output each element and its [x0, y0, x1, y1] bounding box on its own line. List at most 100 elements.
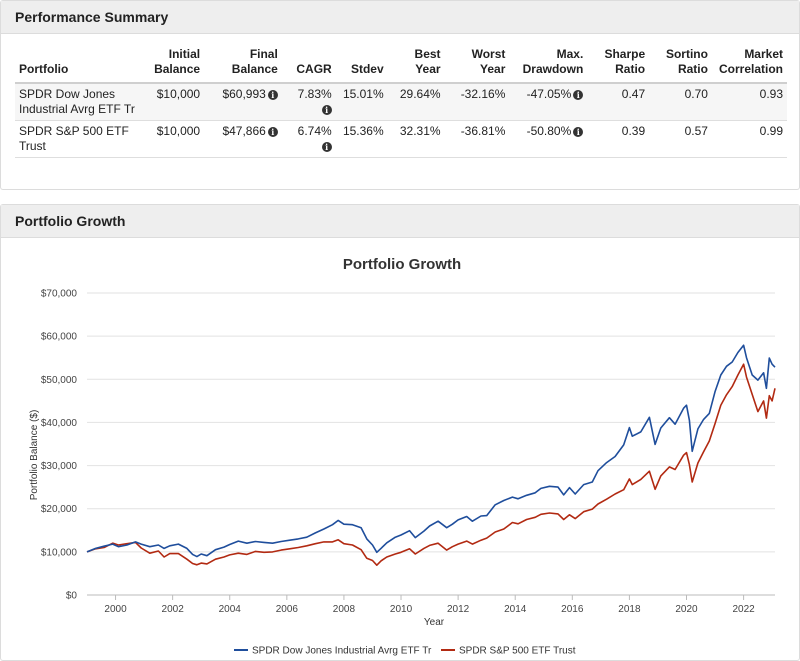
y-tick-label: $40,000: [41, 418, 78, 429]
performance-summary-title: Performance Summary: [15, 9, 169, 25]
legend-label: SPDR Dow Jones Industrial Avrg ETF Tr: [252, 646, 432, 657]
cell-max-drawdown: -50.80% i: [509, 121, 587, 158]
column-header-line: Best: [414, 47, 441, 61]
column-header-line: CAGR: [296, 62, 332, 76]
column-header-line: Ratio: [615, 62, 646, 76]
cell-value: 15.01%: [342, 87, 384, 101]
cell-sortino-ratio: 0.57: [649, 121, 712, 158]
column-header-line: Ratio: [677, 62, 708, 76]
cell-portfolio: SPDR S&P 500 ETF Trust: [15, 121, 150, 158]
cell-worst-year: -36.81%: [445, 121, 510, 158]
y-tick-label: $0: [66, 591, 78, 602]
table-row: SPDR S&P 500 ETF Trust $10,000 $47,866 i 6.7…: [15, 121, 787, 158]
cell-value: 6.74%: [297, 124, 332, 138]
cell-value: 0.99: [759, 124, 783, 138]
cell-value: -36.81%: [460, 124, 506, 138]
cell-stdev: 15.01%: [336, 83, 388, 121]
chart-series-lines: [86, 344, 776, 567]
cell-initial-balance: $10,000: [150, 121, 204, 158]
cell-best-year: 29.64%: [388, 83, 445, 121]
column-header-final-balance: Final Balance: [204, 47, 282, 83]
cell-max-drawdown: -47.05% i: [509, 83, 587, 121]
column-header-line: Initial: [168, 47, 201, 61]
x-tick-label: 2004: [219, 604, 242, 615]
column-header-stdev: Stdev: [336, 47, 388, 83]
column-header-best-year: Best Year: [388, 47, 445, 83]
y-tick-label: $30,000: [41, 461, 78, 472]
legend-label: SPDR S&P 500 ETF Trust: [459, 646, 576, 657]
cell-stdev: 15.36%: [336, 121, 388, 158]
column-header-initial-balance: Initial Balance: [150, 47, 204, 83]
series-line-sp500: [86, 363, 776, 567]
performance-summary-header: Performance Summary: [1, 1, 799, 34]
info-circle-icon[interactable]: i: [573, 90, 584, 100]
y-tick-label: $50,000: [41, 375, 78, 386]
y-axis-label: Portfolio Balance ($): [29, 410, 40, 501]
column-header-line: Balance: [231, 62, 278, 76]
cell-value: SPDR S&P 500 ETF Trust: [19, 124, 129, 153]
x-axis-label: Year: [424, 617, 445, 628]
x-tick-label: 2020: [675, 604, 698, 615]
info-circle-icon[interactable]: i: [267, 90, 278, 100]
table-body: SPDR Dow Jones Industrial Avrg ETF Tr $10…: [15, 83, 787, 158]
x-tick-label: 2022: [732, 604, 755, 615]
column-header-line: Market: [744, 47, 783, 61]
cell-best-year: 32.31%: [388, 121, 445, 158]
cell-final-balance: $60,993 i: [204, 83, 282, 121]
portfolio-growth-chart: Portfolio Growth $0 $10,000 $20,000 $30,000…: [29, 256, 776, 657]
y-tick-label: $20,000: [41, 504, 78, 515]
column-header-line: Sortino: [665, 47, 708, 61]
table-header-row: Portfolio Initial Balance Final Balance CAGR S…: [15, 47, 787, 83]
cell-initial-balance: $10,000: [150, 83, 204, 121]
cell-sharpe-ratio: 0.47: [587, 83, 649, 121]
chart-title: Portfolio Growth: [343, 256, 461, 273]
chart-grid: [87, 292, 775, 596]
x-tick-label: 2018: [618, 604, 641, 615]
column-header-sortino-ratio: Sortino Ratio: [649, 47, 712, 83]
info-circle-icon[interactable]: i: [321, 142, 332, 152]
x-tick-label: 2006: [276, 604, 299, 615]
column-header-market-correlation: Market Correlation: [712, 47, 787, 83]
portfolio-growth-title: Portfolio Growth: [15, 213, 126, 229]
cell-portfolio: SPDR Dow Jones Industrial Avrg ETF Tr: [15, 83, 150, 121]
cell-sharpe-ratio: 0.39: [587, 121, 649, 158]
cell-worst-year: -32.16%: [445, 83, 510, 121]
x-tick-label: 2010: [390, 604, 413, 615]
cell-value: 0.93: [759, 87, 783, 101]
info-circle-icon[interactable]: i: [321, 105, 332, 115]
info-circle-icon[interactable]: i: [573, 127, 584, 137]
column-header-line: Drawdown: [522, 62, 584, 76]
cell-sortino-ratio: 0.70: [649, 83, 712, 121]
y-tick-label: $10,000: [41, 547, 78, 558]
column-header-cagr: CAGR: [282, 47, 336, 83]
chart-legend: SPDR Dow Jones Industrial Avrg ETF Tr SPD…: [234, 646, 576, 657]
table-row: SPDR Dow Jones Industrial Avrg ETF Tr $10…: [15, 83, 787, 121]
column-header-line: Year: [480, 62, 506, 76]
cell-value: SPDR Dow Jones Industrial Avrg ETF Tr: [19, 87, 135, 116]
column-header-line: Portfolio: [19, 62, 69, 76]
cell-value: -47.05%: [526, 87, 572, 101]
x-axis-ticks: 2000 2002 2004 2006 2008 2010 2012 2014 2016 2018…: [104, 595, 755, 615]
y-tick-label: $70,000: [41, 289, 78, 300]
column-header-line: Sharpe: [604, 47, 646, 61]
cell-market-correlation: 0.93: [712, 83, 787, 121]
info-circle-icon[interactable]: i: [267, 127, 278, 137]
cell-value: -32.16%: [460, 87, 506, 101]
column-header-line: Balance: [154, 62, 201, 76]
cell-value: 0.57: [684, 124, 708, 138]
cell-value: 7.83%: [297, 87, 332, 101]
column-header-line: Max.: [556, 47, 584, 61]
column-header-worst-year: Worst Year: [445, 47, 510, 83]
x-tick-label: 2014: [504, 604, 527, 615]
cell-market-correlation: 0.99: [712, 121, 787, 158]
x-tick-label: 2000: [104, 604, 127, 615]
performance-summary-table: Portfolio Initial Balance Final Balance CAGR S…: [15, 47, 787, 158]
performance-summary-panel: Performance Summary Portfolio Initial Bala…: [0, 0, 800, 190]
x-tick-label: 2016: [561, 604, 584, 615]
column-header-line: Year: [415, 62, 441, 76]
x-tick-label: 2008: [333, 604, 356, 615]
cell-value: 0.70: [684, 87, 708, 101]
cell-cagr: 7.83% i: [282, 83, 336, 121]
x-tick-label: 2002: [162, 604, 185, 615]
cell-value: 15.36%: [342, 124, 384, 138]
